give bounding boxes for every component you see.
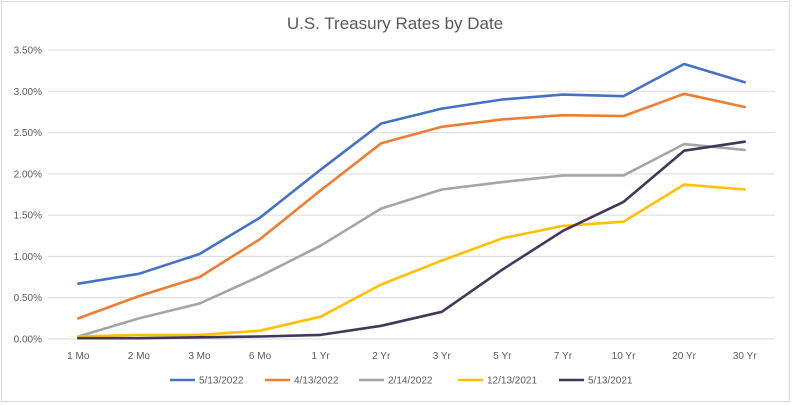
- x-tick-label: 2 Yr: [372, 351, 391, 362]
- x-tick-label: 3 Yr: [433, 351, 452, 362]
- legend-label: 4/13/2022: [294, 376, 339, 387]
- x-tick-label: 1 Yr: [312, 351, 331, 362]
- legend-label: 5/13/2022: [199, 376, 244, 387]
- x-tick-label: 1 Mo: [67, 351, 90, 362]
- series-line: [77, 142, 747, 338]
- series-line: [77, 183, 747, 338]
- y-tick-label: 1.00%: [14, 252, 42, 263]
- series-lines: [77, 62, 747, 340]
- x-tick-label: 7 Yr: [554, 351, 573, 362]
- y-axis-ticks: 0.00% 0.50% 1.00% 1.50% 2.00% 2.50% 3.00% 3.50%: [14, 46, 42, 346]
- y-tick-label: 0.00%: [14, 335, 42, 346]
- x-tick-label: 10 Yr: [612, 351, 636, 362]
- y-tick-label: 3.00%: [14, 87, 42, 98]
- x-axis-ticks: 1 Mo 2 Mo 3 Mo 6 Mo 1 Yr 2 Yr 3 Yr 5 Yr 7 Yr 10 Y…: [67, 351, 757, 362]
- series-line: [77, 140, 747, 340]
- legend-label: 12/13/2021: [487, 376, 537, 387]
- x-tick-label: 3 Mo: [188, 351, 211, 362]
- y-tick-label: 0.50%: [14, 293, 42, 304]
- legend-label: 5/13/2021: [588, 376, 633, 387]
- x-tick-label: 6 Mo: [249, 351, 272, 362]
- series-line: [77, 92, 747, 320]
- y-tick-label: 1.50%: [14, 211, 42, 222]
- legend: 5/13/2022 4/13/2022 2/14/2022 12/13/2021 5/1…: [170, 376, 633, 387]
- series-line: [77, 62, 747, 286]
- x-tick-label: 20 Yr: [672, 351, 696, 362]
- y-tick-label: 3.50%: [14, 46, 42, 57]
- x-tick-label: 2 Mo: [128, 351, 151, 362]
- y-tick-label: 2.00%: [14, 169, 42, 180]
- gridlines: [48, 49, 775, 340]
- chart-title: U.S. Treasury Rates by Date: [287, 14, 503, 33]
- x-tick-label: 5 Yr: [493, 351, 512, 362]
- legend-label: 2/14/2022: [388, 376, 433, 387]
- y-tick-label: 2.50%: [14, 128, 42, 139]
- x-tick-label: 30 Yr: [733, 351, 757, 362]
